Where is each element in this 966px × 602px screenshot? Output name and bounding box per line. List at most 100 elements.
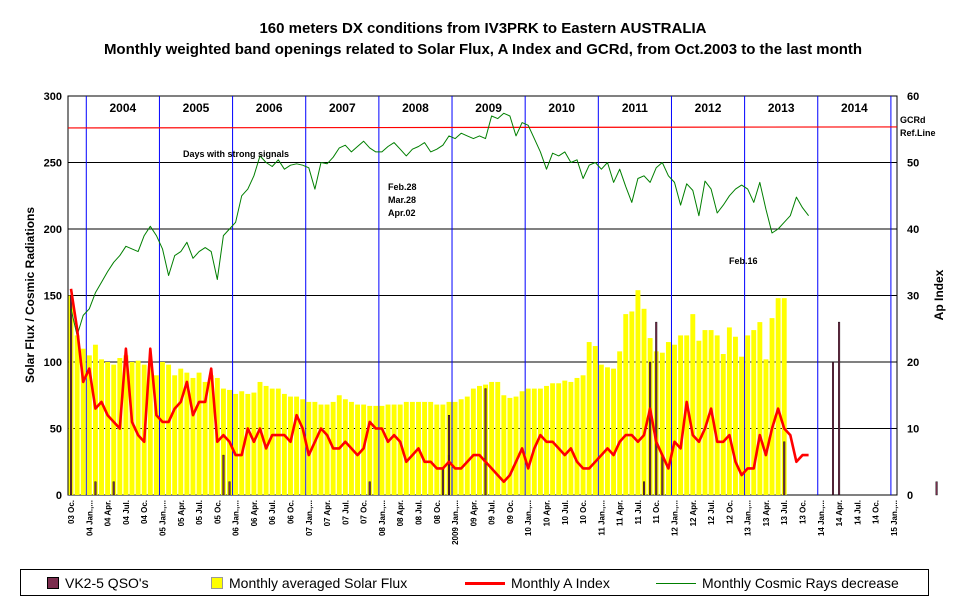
solar-flux-bar	[355, 404, 360, 495]
solar-flux-bar	[92, 344, 98, 495]
year-label: 2013	[768, 101, 795, 115]
y-axis-label-right: Ap Index	[932, 269, 946, 320]
solar-flux-bar	[684, 335, 690, 495]
x-tick-label: 15 Jan.,...	[890, 500, 899, 536]
solar-flux-bar	[537, 388, 543, 495]
year-label: 2008	[402, 101, 429, 115]
solar-flux-bar	[659, 352, 665, 495]
year-label: 2006	[256, 101, 283, 115]
solar-flux-bar	[751, 330, 757, 495]
legend-item-qso: VK2-5 QSO's	[47, 575, 149, 591]
solar-flux-bar	[720, 354, 726, 495]
solar-flux-bar	[592, 346, 598, 495]
solar-flux-bar	[605, 367, 610, 495]
solar-flux-bar	[434, 404, 440, 495]
x-tick-label: 07 Jul.	[341, 500, 350, 525]
solar-flux-bar	[318, 404, 324, 495]
annotation-date: Feb.16	[729, 256, 758, 266]
x-tick-label: 13 Oc.	[799, 500, 808, 524]
x-tick-label: 06 Jan.,...	[232, 500, 241, 536]
legend-label-qso: VK2-5 QSO's	[65, 575, 149, 591]
legend-item-cosmic-rays: Monthly Cosmic Rays decrease	[656, 575, 899, 591]
solar-flux-bar	[714, 335, 720, 495]
cosmic-rays-line	[70, 112, 809, 336]
qso-bar	[831, 361, 834, 496]
solar-flux-bar	[385, 404, 391, 495]
solar-flux-bar	[239, 391, 245, 495]
qso-bar	[935, 481, 938, 496]
solar-flux-bar	[324, 404, 330, 495]
x-tick-label: 11 Oc.	[652, 500, 661, 524]
solar-flux-bar	[403, 401, 409, 495]
legend-swatch-a-index	[465, 581, 505, 585]
year-label: 2007	[329, 101, 356, 115]
qso-bar	[441, 468, 444, 496]
solar-flux-bar	[379, 405, 385, 495]
solar-flux-bar	[611, 368, 617, 495]
solar-flux-bar	[733, 336, 738, 495]
qso-bar	[70, 295, 73, 496]
solar-flux-bar	[80, 348, 86, 495]
legend-label-cosmic-rays: Monthly Cosmic Rays decrease	[702, 575, 899, 591]
solar-flux-bar	[519, 391, 525, 495]
ref-line-label: Ref.Line	[900, 128, 936, 138]
qso-bar	[94, 481, 97, 496]
x-tick-label: 08 Jul.	[414, 500, 423, 525]
x-tick-label: 04 Apr.	[104, 500, 113, 526]
qso-bar	[368, 481, 371, 496]
year-label: 2005	[183, 101, 210, 115]
x-tick-label: 13 Jul.	[780, 500, 789, 525]
solar-flux-bar	[294, 396, 300, 495]
solar-flux-bar	[440, 404, 446, 495]
solar-flux-bar	[495, 381, 501, 495]
x-tick-label: 05 Oc.	[213, 500, 222, 524]
x-tick-label: 10 Jul.	[561, 500, 570, 525]
x-tick-label: 06 Apr.	[250, 500, 259, 526]
solar-flux-bar	[220, 388, 226, 495]
y-tick-label-right: 10	[907, 424, 919, 436]
solar-flux-bar	[513, 396, 519, 495]
solar-flux-bar	[275, 388, 281, 495]
qso-bar	[447, 415, 450, 496]
solar-flux-bar	[781, 298, 787, 495]
year-label: 2011	[622, 101, 648, 115]
qso-bar	[222, 454, 225, 496]
solar-flux-bar	[641, 308, 647, 495]
solar-flux-bar	[422, 401, 428, 495]
solar-flux-bar	[507, 397, 513, 495]
y-tick-label-right: 20	[907, 357, 919, 369]
solar-flux-bar	[166, 364, 172, 495]
x-tick-label: 11 Jan.,...	[597, 500, 606, 536]
solar-flux-bar	[531, 388, 537, 495]
solar-flux-bar	[665, 342, 671, 495]
annotation-date: Mar.28	[388, 195, 416, 205]
legend-item-solar-flux: Monthly averaged Solar Flux	[211, 575, 407, 591]
solar-flux-bar	[74, 335, 80, 495]
x-tick-label: 10 Apr.	[543, 500, 552, 526]
solar-flux-bar	[580, 375, 586, 495]
solar-flux-bar	[160, 362, 165, 495]
solar-flux-bar	[99, 359, 104, 495]
solar-flux-bar	[342, 399, 348, 495]
qso-bar	[655, 321, 658, 496]
annotation-date: Feb.28	[388, 182, 417, 192]
x-tick-label: 07 Apr.	[323, 500, 332, 526]
x-tick-label: 12 Jul.	[707, 500, 716, 525]
solar-flux-bar	[678, 335, 684, 495]
year-label: 2014	[841, 101, 868, 115]
solar-flux-bar	[184, 372, 190, 495]
solar-flux-bar	[86, 355, 92, 495]
qso-bar	[649, 361, 652, 496]
y-tick-label-left: 300	[44, 91, 62, 103]
y-tick-label-right: 60	[907, 91, 919, 103]
solar-flux-bar	[702, 330, 708, 495]
solar-flux-bar	[623, 314, 629, 495]
y-tick-label-left: 50	[50, 424, 62, 436]
x-tick-label: 06 Oc.	[286, 500, 295, 524]
y-tick-label-right: 30	[907, 291, 919, 303]
solar-flux-bar	[281, 393, 287, 495]
solar-flux-bar	[123, 355, 129, 495]
chart-plot: 0 50 100 150 200 250 300 0 10 20 30 40 50 60 2004 2005 2…	[23, 91, 946, 545]
x-tick-label: 09 Jul.	[488, 500, 497, 525]
solar-flux-bar	[178, 368, 184, 495]
